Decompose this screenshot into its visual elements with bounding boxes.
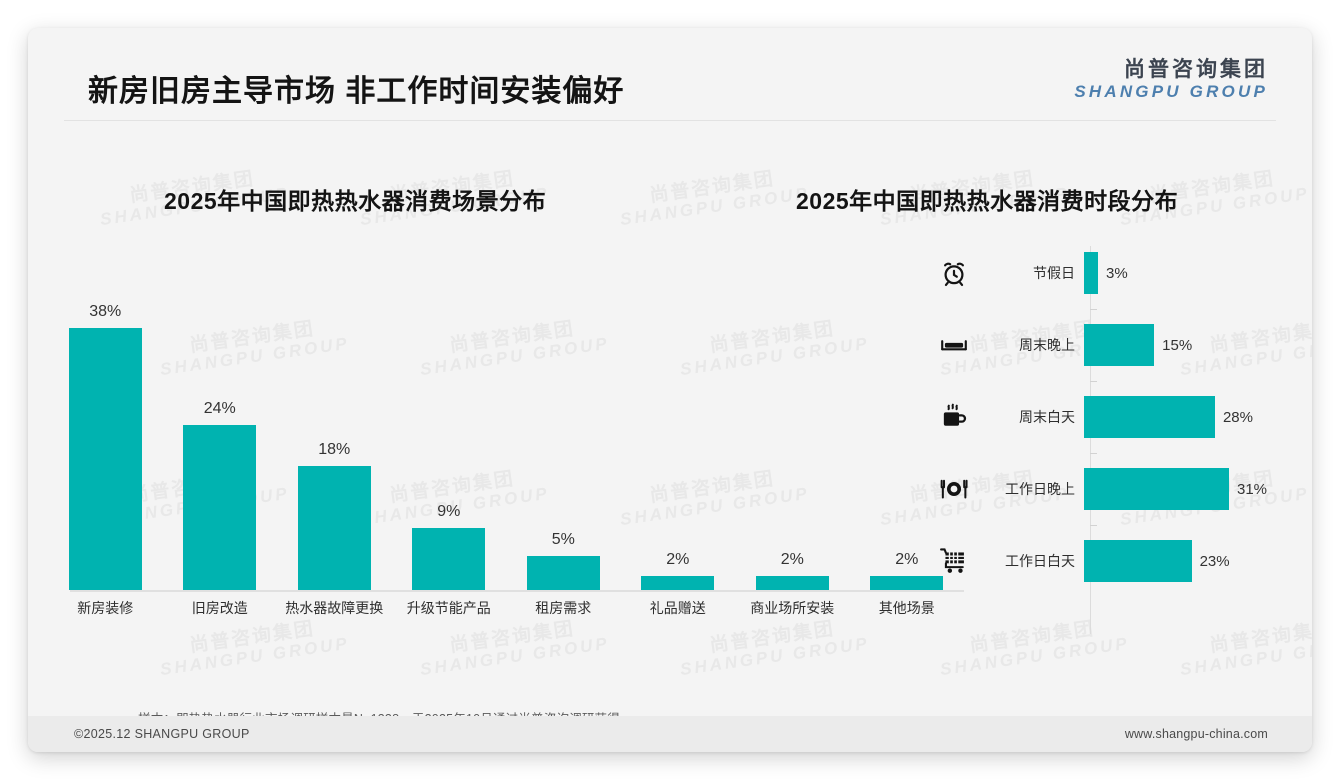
- horizontal-bar-fill[interactable]: [1084, 540, 1192, 582]
- horizontal-bar-row[interactable]: 节假日 3%: [928, 244, 1298, 302]
- horizontal-chart-value-axis: [1090, 246, 1091, 634]
- vertical-bar-column[interactable]: 5%: [511, 260, 615, 590]
- vertical-bar-value-label: 9%: [437, 502, 461, 520]
- horizontal-bar-value-label: 28%: [1222, 408, 1253, 426]
- alarm-clock-icon: [928, 259, 980, 287]
- vertical-bar-value-label: 2%: [780, 551, 804, 569]
- horizontal-bar-track: 28%: [1084, 388, 1298, 446]
- horizontal-bar-category-label: 工作日晚上: [1005, 481, 1075, 497]
- vertical-bar-fill[interactable]: [183, 424, 257, 590]
- consumption-scenario-bar-chart: 38% 24% 18% 9% 5% 2% 2% 2% 新房装修 旧房改造 热水器故障更换 升级节能产…: [48, 260, 964, 650]
- vertical-bar-column[interactable]: 2%: [626, 260, 730, 590]
- logo-chinese-text: 尚普咨询集团: [1124, 58, 1268, 81]
- horizontal-axis-tick: [1090, 381, 1097, 382]
- horizontal-bar-row[interactable]: 周末晚上 15%: [928, 316, 1298, 374]
- vertical-bar-value-label: 2%: [895, 551, 919, 569]
- horizontal-bar-value-label: 3%: [1106, 264, 1128, 282]
- horizontal-axis-tick: [1090, 453, 1097, 454]
- vertical-bar-fill[interactable]: [526, 555, 600, 590]
- vertical-bar-category-label: 热水器故障更换: [285, 600, 384, 616]
- charts-area: 2025年中国即热热水器消费场景分布 38% 24% 18% 9% 5% 2% 2% 2% 新…: [28, 120, 1312, 660]
- vertical-bar-column[interactable]: 38%: [53, 260, 157, 590]
- horizontal-bar-track: 15%: [1084, 316, 1298, 374]
- vertical-bar-category-label: 商业场所安装: [750, 600, 835, 616]
- coffee-cup-icon: [928, 402, 980, 432]
- right-chart-title: 2025年中国即热热水器消费时段分布: [796, 188, 1179, 214]
- vertical-bar-category-label: 其他场景: [878, 600, 935, 616]
- vertical-chart-baseline-axis: [70, 590, 964, 592]
- vertical-bar-fill[interactable]: [755, 576, 829, 590]
- slide-canvas: 尚普咨询集团 SHANGPU GROUP 尚普咨询集团 SHANGPU GROUP 尚普…: [28, 28, 1312, 752]
- vertical-bar-column[interactable]: 9%: [397, 260, 501, 590]
- horizontal-axis-tick: [1090, 309, 1097, 310]
- vertical-bar-fill[interactable]: [68, 328, 142, 590]
- vertical-bar-column[interactable]: 24%: [168, 260, 272, 590]
- slide-header: 新房旧房主导市场 非工作时间安装偏好 尚普咨询集团 SHANGPU GROUP: [28, 28, 1312, 120]
- vertical-bar-category-label: 租房需求: [535, 600, 592, 616]
- horizontal-bar-value-label: 15%: [1162, 336, 1193, 354]
- bed-icon: [928, 331, 980, 359]
- horizontal-bar-category-label: 工作日白天: [1005, 553, 1075, 569]
- vertical-bar-fill[interactable]: [870, 576, 944, 590]
- vertical-bar-fill[interactable]: [297, 465, 371, 590]
- vertical-bar-category-label: 礼品赠送: [649, 600, 706, 616]
- vertical-bar-column[interactable]: 2%: [855, 260, 959, 590]
- logo-english-text: SHANGPU GROUP: [1074, 81, 1268, 101]
- horizontal-bar-row[interactable]: 工作日晚上 31%: [928, 460, 1298, 518]
- horizontal-bar-fill[interactable]: [1084, 252, 1099, 294]
- horizontal-bar-category-label: 周末白天: [1019, 409, 1075, 425]
- horizontal-bar-value-label: 31%: [1237, 480, 1268, 498]
- horizontal-bar-fill[interactable]: [1084, 468, 1229, 510]
- left-chart-title: 2025年中国即热热水器消费场景分布: [164, 188, 547, 214]
- page-title: 新房旧房主导市场 非工作时间安装偏好: [88, 75, 625, 108]
- horizontal-axis-tick: [1090, 525, 1097, 526]
- horizontal-bar-track: 23%: [1084, 532, 1298, 590]
- horizontal-bar-fill[interactable]: [1084, 396, 1215, 438]
- vertical-bar-column[interactable]: 18%: [282, 260, 386, 590]
- vertical-bar-value-label: 24%: [203, 399, 236, 417]
- vertical-bar-value-label: 2%: [666, 551, 690, 569]
- vertical-chart-category-labels: 新房装修 旧房改造 热水器故障更换 升级节能产品 租房需求 礼品赠送 商业场所安装 其他场景: [48, 598, 964, 618]
- vertical-bar-value-label: 38%: [89, 303, 122, 320]
- vertical-bar-category-label: 新房装修: [77, 600, 134, 616]
- dinner-plate-icon: [928, 475, 980, 503]
- shopping-cart-icon: [928, 546, 980, 576]
- horizontal-bar-track: 3%: [1084, 244, 1298, 302]
- vertical-bar-fill[interactable]: [412, 527, 486, 590]
- website-link[interactable]: www.shangpu-china.com: [1124, 727, 1268, 741]
- vertical-bar-category-label: 旧房改造: [191, 600, 248, 616]
- horizontal-bar-row[interactable]: 工作日白天 23%: [928, 532, 1298, 590]
- vertical-bar-category-label: 升级节能产品: [406, 600, 491, 616]
- slide-footer: ©2025.12 SHANGPU GROUP www.shangpu-china…: [28, 716, 1312, 752]
- copyright-text: ©2025.12 SHANGPU GROUP: [74, 727, 250, 741]
- horizontal-bar-fill[interactable]: [1084, 324, 1155, 366]
- vertical-bar-fill[interactable]: [641, 576, 715, 590]
- horizontal-bar-value-label: 23%: [1199, 552, 1230, 570]
- vertical-bar-value-label: 18%: [318, 440, 351, 458]
- vertical-bar-value-label: 5%: [551, 530, 575, 548]
- horizontal-bar-track: 31%: [1084, 460, 1298, 518]
- consumption-timeslot-bar-chart: 节假日 3% 周末晚上 15% 周末白天 28% 工作日晚上 31% 工作日白天 23%: [928, 238, 1298, 638]
- horizontal-bar-category-label: 周末晚上: [1019, 337, 1075, 353]
- horizontal-bar-row[interactable]: 周末白天 28%: [928, 388, 1298, 446]
- brand-logo: 尚普咨询集团 SHANGPU GROUP: [1074, 58, 1268, 101]
- header-divider: [64, 120, 1276, 121]
- horizontal-bar-category-label: 节假日: [1033, 265, 1075, 281]
- vertical-bar-plot-area: 38% 24% 18% 9% 5% 2% 2% 2%: [48, 260, 964, 590]
- vertical-bar-column[interactable]: 2%: [740, 260, 844, 590]
